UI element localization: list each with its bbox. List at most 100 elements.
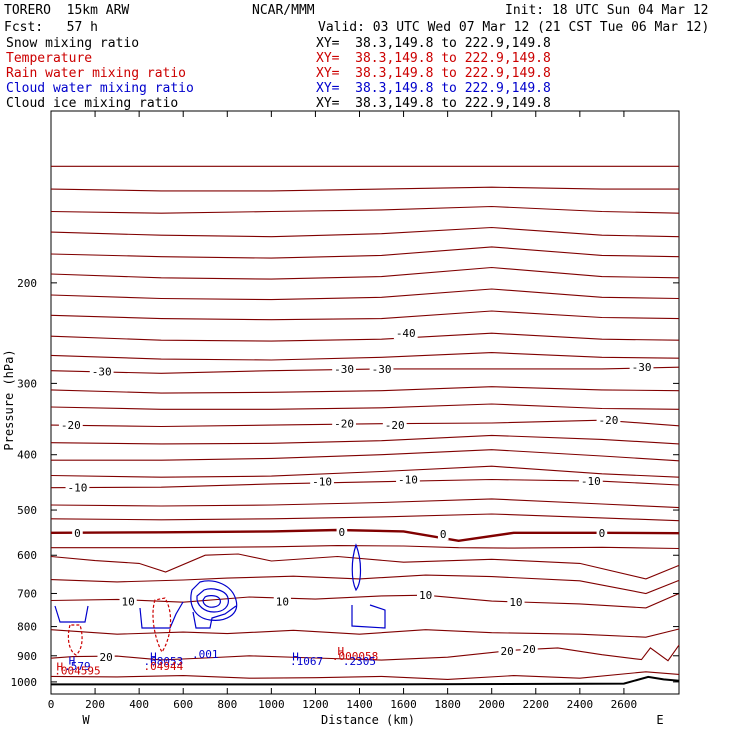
isotherm-label: 10 <box>276 595 289 608</box>
isotherm-label: 0 <box>74 527 81 540</box>
isotherm-label: -20 <box>61 419 81 432</box>
x-end-east: E <box>656 713 663 727</box>
isotherm-label-bg <box>119 595 137 608</box>
isotherm-line-7 <box>50 310 680 321</box>
isotherm-label: -30 <box>92 366 112 379</box>
isotherm-label-bg <box>520 643 538 656</box>
isotherm-label: 0 <box>440 528 447 541</box>
isotherm-line-5 <box>50 266 680 280</box>
field-xy-rain: XY= 38.3,149.8 to 222.9,149.8 <box>316 66 551 81</box>
y-tick-label: 500 <box>17 504 37 517</box>
isotherm-label: 10 <box>509 596 522 609</box>
isotherm-label: 10 <box>419 589 432 602</box>
field-xy-temperature: XY= 38.3,149.8 to 222.9,149.8 <box>316 51 551 66</box>
x-tick-label: 2400 <box>567 698 594 711</box>
isotherm-label-bg <box>382 419 407 432</box>
isotherm-line-26 <box>50 644 680 662</box>
isotherm-label: -10 <box>312 476 332 489</box>
isotherm-label-bg <box>416 589 435 602</box>
isotherm-line-21 <box>51 545 680 550</box>
field-xy-cloud-water: XY= 38.3,149.8 to 222.9,149.8 <box>316 81 551 96</box>
extremum-marker: H <box>337 645 344 658</box>
isotherm-label-bg <box>72 526 83 539</box>
isotherm-label-bg <box>89 365 114 378</box>
cloud-contour-group <box>54 543 386 656</box>
x-tick-label: 1200 <box>302 698 329 711</box>
header-model: TORERO 15km ARW <box>4 3 130 18</box>
x-tick-label: 400 <box>129 698 149 711</box>
isotherm-label-bg <box>507 596 525 609</box>
isotherm-line-16 <box>50 465 680 478</box>
x-tick-label: 800 <box>217 698 237 711</box>
isotherm-label-bg <box>97 651 115 664</box>
field-xy-snow: XY= 38.3,149.8 to 222.9,149.8 <box>316 36 551 51</box>
cloud-water-contour-4 <box>192 605 237 629</box>
extremum-marker: .000058 <box>332 650 378 663</box>
isotherm-line-27 <box>50 671 680 680</box>
plot-frame <box>50 110 680 695</box>
extremum-marker: .2305 <box>343 655 376 668</box>
y-tick-label: 1000 <box>11 676 38 689</box>
isotherm-label-bg <box>437 528 449 541</box>
x-tick-label: 200 <box>85 698 105 711</box>
x-end-west: W <box>82 713 90 727</box>
isotherm-line-22 <box>50 553 680 580</box>
cloud-water-contour-2 <box>196 588 229 613</box>
isotherm-label-bg <box>596 526 608 539</box>
cloud-water-contour-3 <box>202 595 221 608</box>
isotherm-line-18 <box>50 498 680 509</box>
isotherm-label-bg <box>336 525 348 538</box>
header-valid: Valid: 03 UTC Wed 07 Mar 12 (21 CST Tue … <box>318 20 710 35</box>
isotherm-line-13 <box>50 419 680 428</box>
isotherm-line-2 <box>50 205 680 214</box>
isotherm-line-6 <box>50 288 680 301</box>
x-axis-label: Distance (km) <box>321 713 415 727</box>
isotherm-label: 10 <box>121 595 134 608</box>
isotherm-line-9 <box>50 352 680 361</box>
y-axis-label: Pressure (hPa) <box>2 349 16 450</box>
isotherm-label-bg <box>596 414 621 427</box>
field-name-cloud-water: Cloud water mixing ratio <box>6 81 194 96</box>
isotherm-line-4 <box>50 246 680 259</box>
extremum-marker: H <box>150 651 157 664</box>
isotherm-label: -10 <box>581 475 601 488</box>
y-tick-label: 600 <box>17 549 37 562</box>
extremum-marker: .1067 <box>290 655 323 668</box>
isotherm-label-bg <box>310 475 334 488</box>
cloud-water-contour-8 <box>54 605 89 623</box>
x-tick-label: 2000 <box>478 698 505 711</box>
isotherm-line-14 <box>50 434 680 445</box>
isotherm-line-1 <box>50 186 679 192</box>
isotherm-label-bg <box>273 595 291 608</box>
isotherm-label: 20 <box>501 645 514 658</box>
cloud-water-contour-5 <box>139 601 184 629</box>
isotherm-group <box>50 165 680 680</box>
isotherm-label-bg <box>498 644 516 657</box>
x-tick-label: 1600 <box>390 698 417 711</box>
isotherm-label-group: -40 -30 -30 -30 -30 -20 -20 -20 -20 -10 -10 -10 -10 0… <box>58 327 654 664</box>
terrain-group <box>51 675 680 686</box>
x-tick-label: 0 <box>48 698 55 711</box>
y-tick-label: 900 <box>17 650 37 663</box>
extremum-marker: H <box>57 661 64 674</box>
field-name-rain: Rain water mixing ratio <box>6 66 187 81</box>
header-fcst: Fcst: 57 h <box>4 20 98 35</box>
isotherm-label-bg <box>332 417 356 430</box>
isotherm-label-bg <box>58 419 83 432</box>
y-tick-label: 400 <box>17 449 37 462</box>
isotherm-line-19 <box>50 513 680 522</box>
isotherm-label-bg <box>65 481 90 494</box>
isotherm-label: -30 <box>334 363 354 376</box>
field-name-cloud-ice: Cloud ice mixing ratio <box>6 96 179 111</box>
cloud-water-contour-7 <box>351 604 386 629</box>
extremum-marker: .004595 <box>54 665 100 678</box>
y-tick-label: 300 <box>17 377 37 390</box>
x-tick-label: 1400 <box>346 698 373 711</box>
isotherm-line-24 <box>50 592 680 609</box>
isotherm-line-25 <box>50 628 680 638</box>
extremum-marker: H <box>292 651 299 664</box>
isotherm-line-11 <box>50 386 680 394</box>
isotherm-label: 0 <box>599 527 606 540</box>
x-tick-label: 2200 <box>523 698 550 711</box>
